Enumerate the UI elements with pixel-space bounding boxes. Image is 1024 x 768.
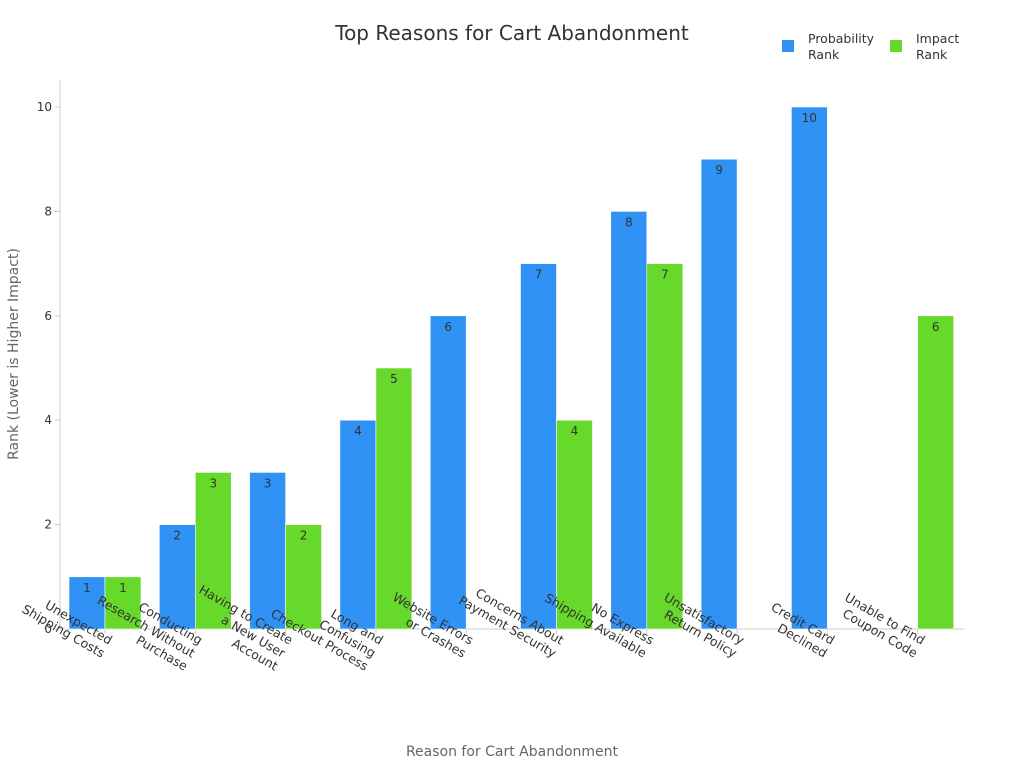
bar-value-label: 3 (264, 476, 272, 490)
bar-impact (285, 524, 322, 630)
x-axis-title: Reason for Cart Abandonment (406, 744, 619, 760)
bar-probability (610, 211, 648, 630)
x-tick-label: Unable to FindCoupon Code (835, 590, 928, 661)
bar-value-label: 10 (802, 111, 817, 125)
legend-label: Impact Rank (916, 31, 959, 62)
bar-impact (917, 315, 955, 630)
bar-impact (104, 576, 142, 630)
bar-impact (375, 367, 413, 630)
data-labels: 1 2 3 4 6 7 8 9 10 1 3 2 5 4 7 6 (83, 111, 939, 595)
bar-impact (646, 263, 684, 630)
bar-value-label: 9 (715, 163, 723, 177)
bar-value-label: 4 (354, 424, 362, 438)
legend-swatch (782, 40, 794, 52)
bars (68, 106, 955, 630)
legend-item-probability: Probability Rank (782, 31, 875, 62)
bar-value-label: 2 (173, 529, 181, 543)
bar-probability (249, 472, 286, 630)
y-tick-label: 0 (44, 622, 52, 636)
bar-probability (159, 524, 196, 630)
bar-value-label: 8 (625, 215, 633, 229)
bar-value-label: 5 (390, 372, 398, 386)
legend-label-line: Impact (916, 31, 959, 46)
legend-item-impact: Impact Rank (890, 31, 959, 62)
bar-probability (791, 106, 828, 630)
y-tick-label: 2 (44, 518, 52, 532)
bar-value-label: 4 (571, 424, 579, 438)
bar-value-label: 2 (300, 529, 308, 543)
bar-probability (339, 419, 377, 630)
bar-impact (195, 472, 232, 630)
bar-value-label: 7 (661, 268, 669, 282)
bar-probability (68, 576, 106, 630)
y-tick-label: 6 (44, 309, 52, 323)
bar-value-label: 6 (932, 320, 940, 334)
legend-label: Probability Rank (808, 31, 875, 62)
bar-value-label: 7 (535, 268, 543, 282)
legend-swatch (890, 40, 902, 52)
category-label: Unable to FindCoupon Code (835, 590, 928, 661)
y-tick-label: 4 (44, 413, 52, 427)
legend-label-line: Probability (808, 31, 875, 46)
legend-label-line: Rank (916, 47, 948, 62)
y-tick-label: 10 (37, 100, 52, 114)
bar-value-label: 3 (209, 476, 217, 490)
bar-probability (520, 263, 557, 630)
bar-value-label: 1 (119, 581, 127, 595)
bar-probability (429, 315, 467, 630)
y-axis-title: Rank (Lower is Higher Impact) (6, 248, 22, 460)
bar-probability (700, 158, 738, 630)
y-tick-label: 8 (44, 204, 52, 218)
bar-value-label: 6 (444, 320, 452, 334)
chart-title: Top Reasons for Cart Abandonment (334, 21, 689, 45)
bar-value-label: 1 (83, 581, 91, 595)
y-axis-ticks: 0 2 4 6 8 10 (37, 100, 60, 636)
bar-impact (556, 419, 593, 630)
legend-label-line: Rank (808, 47, 840, 62)
